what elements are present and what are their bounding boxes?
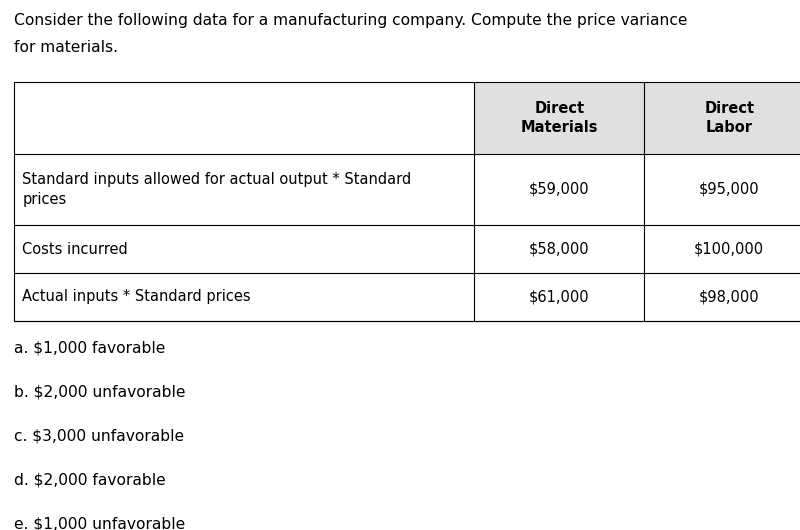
Text: c. $3,000 unfavorable: c. $3,000 unfavorable xyxy=(14,429,185,444)
Text: Direct
Labor: Direct Labor xyxy=(704,101,754,135)
Text: Actual inputs * Standard prices: Actual inputs * Standard prices xyxy=(22,289,251,304)
Bar xyxy=(474,82,644,154)
Bar xyxy=(644,82,800,154)
Text: $98,000: $98,000 xyxy=(699,289,759,304)
Text: for materials.: for materials. xyxy=(14,40,118,55)
Text: $95,000: $95,000 xyxy=(699,182,759,197)
Text: $59,000: $59,000 xyxy=(529,182,590,197)
Text: $100,000: $100,000 xyxy=(694,242,764,257)
Text: $61,000: $61,000 xyxy=(529,289,590,304)
Text: $58,000: $58,000 xyxy=(529,242,590,257)
Text: d. $2,000 favorable: d. $2,000 favorable xyxy=(14,473,166,488)
Text: e. $1,000 unfavorable: e. $1,000 unfavorable xyxy=(14,517,186,530)
Text: Consider the following data for a manufacturing company. Compute the price varia: Consider the following data for a manufa… xyxy=(14,13,688,28)
Text: Standard inputs allowed for actual output * Standard
prices: Standard inputs allowed for actual outpu… xyxy=(22,172,412,207)
Text: b. $2,000 unfavorable: b. $2,000 unfavorable xyxy=(14,385,186,400)
Text: a. $1,000 favorable: a. $1,000 favorable xyxy=(14,341,166,356)
Text: Costs incurred: Costs incurred xyxy=(22,242,128,257)
Bar xyxy=(14,82,800,321)
Text: Direct
Materials: Direct Materials xyxy=(521,101,598,135)
